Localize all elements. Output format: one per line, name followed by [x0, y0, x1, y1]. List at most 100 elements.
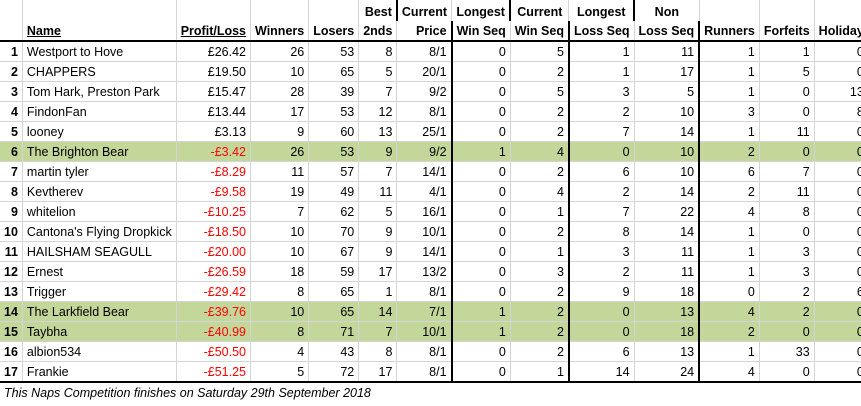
- losers-cell: 57: [308, 161, 360, 182]
- best-price-cell: 8/1: [396, 41, 453, 62]
- winners-header: Winners: [250, 21, 310, 42]
- best-price-cell: 8/1: [396, 101, 453, 122]
- best-price-cell: 10/1: [396, 221, 453, 242]
- current-loss-seq-cell: 7: [567, 121, 635, 142]
- losers-cell: 59: [308, 261, 360, 282]
- longest-win-seq-cell: 2: [510, 321, 570, 342]
- forfeits-cell: 5: [759, 61, 815, 82]
- forfeits-header: Forfeits: [759, 21, 815, 42]
- profit-loss-cell: -£8.29: [176, 161, 252, 182]
- seconds-cell: 13: [358, 121, 398, 142]
- longest-loss-seq-cell: 10: [634, 101, 700, 122]
- current-win-seq-cell: 0: [450, 281, 511, 302]
- current-loss-seq-cell: 14: [567, 361, 635, 383]
- longest-win-seq-cell: 2: [510, 281, 570, 302]
- winners-cell: 8: [250, 281, 310, 302]
- seconds-cell: 17: [358, 361, 398, 383]
- player-name: Tom Hark, Preston Park: [22, 81, 177, 102]
- profit-loss-cell: £15.47: [176, 81, 252, 102]
- forfeits-cell: 3: [759, 261, 815, 282]
- current-win-seq-cell: 0: [450, 201, 511, 222]
- row-number: 16: [0, 341, 23, 362]
- losers-cell: 72: [308, 361, 360, 383]
- longest-win-seq-cell: 5: [510, 81, 570, 102]
- player-name: The Larkfield Bear: [22, 301, 177, 322]
- current-loss-seq-cell: 0: [567, 321, 635, 342]
- row-number: 6: [0, 141, 23, 162]
- longest-win-seq-cell: 1: [510, 361, 570, 383]
- non-runners-cell: 3: [698, 101, 760, 122]
- current-loss-seq-cell: 3: [567, 81, 635, 102]
- longest-win-seq-cell: 1: [510, 241, 570, 262]
- longest-win-seq-cell: 2: [510, 61, 570, 82]
- player-name: Westport to Hove: [22, 41, 177, 62]
- longest-win-seq-cell: 4: [510, 141, 570, 162]
- longest-win-seq-cell: 2: [510, 161, 570, 182]
- winners-cell: 28: [250, 81, 310, 102]
- holiday-cell: 0: [814, 61, 861, 82]
- current-win-seq-cell: 0: [450, 101, 511, 122]
- holiday-cell: 0: [814, 141, 861, 162]
- profit-loss-cell: £3.13: [176, 121, 252, 142]
- holiday-cell: 0: [814, 301, 861, 322]
- player-name: FindonFan: [22, 101, 177, 122]
- longest-loss-seq-cell: 13: [634, 341, 700, 362]
- seconds-cell: 8: [358, 41, 398, 62]
- header-row-2: Name Profit/Loss Winners Losers 2nds Pri…: [0, 21, 861, 42]
- seconds-cell: 8: [358, 341, 398, 362]
- longest-loss-seq-cell: 11: [634, 241, 700, 262]
- profit-loss-header: Profit/Loss: [176, 21, 252, 42]
- profit-loss-cell: -£51.25: [176, 361, 252, 383]
- longest-loss-seq-cell: 22: [634, 201, 700, 222]
- best-price-cell: 16/1: [396, 201, 453, 222]
- winners-cell: 9: [250, 121, 310, 142]
- current-win-seq-cell: 1: [450, 301, 511, 322]
- row-number: 1: [0, 41, 23, 62]
- profit-loss-cell: -£20.00: [176, 241, 252, 262]
- current-loss-seq-cell: 7: [567, 201, 635, 222]
- losers-cell: 62: [308, 201, 360, 222]
- non-runners-cell: 1: [698, 221, 760, 242]
- winners-cell: 19: [250, 181, 310, 202]
- player-name: albion534: [22, 341, 177, 362]
- forfeits-cell: 8: [759, 201, 815, 222]
- row-number: 8: [0, 181, 23, 202]
- forfeits-cell: 2: [759, 281, 815, 302]
- best-price-cell: 9/2: [396, 81, 453, 102]
- longest-win-header-top: Longest: [451, 0, 511, 21]
- best-price-cell: 9/2: [396, 141, 453, 162]
- holiday-cell: 0: [814, 121, 861, 142]
- profit-loss-cell: -£26.59: [176, 261, 252, 282]
- winners-cell: 11: [250, 161, 310, 182]
- player-name: whitelion: [22, 201, 177, 222]
- forfeits-cell: 0: [759, 81, 815, 102]
- non-runners-header-top: Non: [633, 0, 700, 21]
- forfeits-cell: 0: [759, 321, 815, 342]
- current-win-seq-cell: 0: [450, 41, 511, 62]
- longest-win-seq-cell: 4: [510, 181, 570, 202]
- longest-win-seq-cell: 2: [510, 221, 570, 242]
- profit-loss-cell: -£3.42: [176, 141, 252, 162]
- row-number: 3: [0, 81, 23, 102]
- best-price-cell: 25/1: [396, 121, 453, 142]
- forfeits-cell: 33: [759, 341, 815, 362]
- non-runners-cell: 1: [698, 121, 760, 142]
- row-number: 15: [0, 321, 23, 342]
- non-runners-cell: 6: [698, 161, 760, 182]
- current-win-seq-cell: 0: [450, 121, 511, 142]
- current-loss-header: Loss Seq: [567, 21, 635, 42]
- holiday-header: Holiday: [814, 21, 861, 42]
- losers-cell: 49: [308, 181, 360, 202]
- player-name: CHAPPERS: [22, 61, 177, 82]
- profit-loss-cell: -£9.58: [176, 181, 252, 202]
- player-name: Trigger: [22, 281, 177, 302]
- player-name: HAILSHAM SEAGULL: [22, 241, 177, 262]
- row-number: 5: [0, 121, 23, 142]
- longest-loss-seq-cell: 18: [634, 281, 700, 302]
